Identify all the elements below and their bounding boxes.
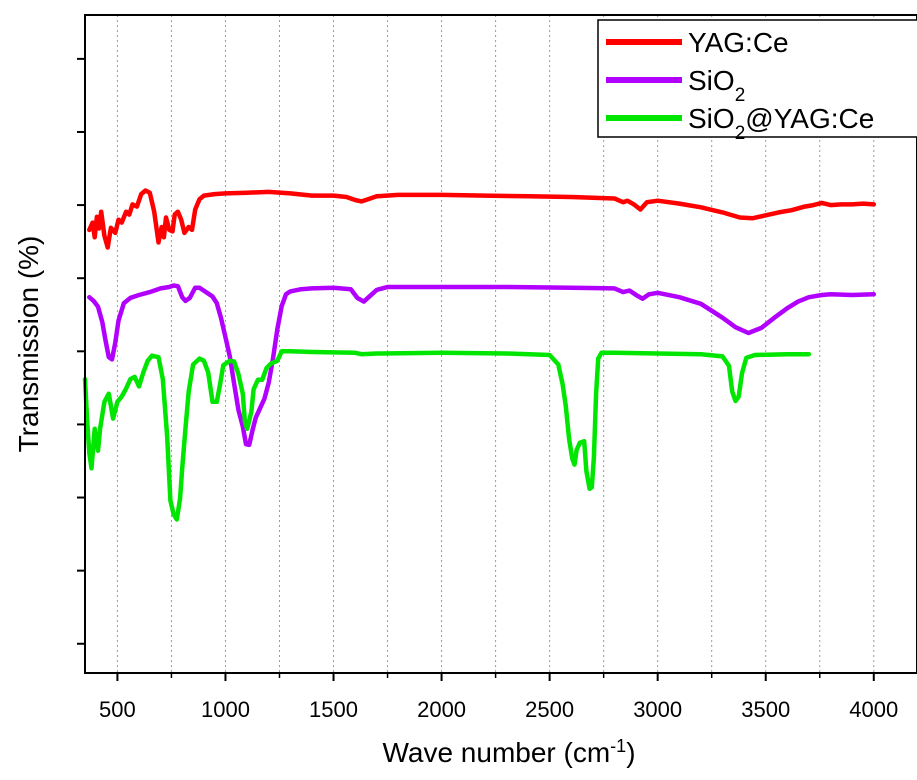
x-tick-label: 500	[99, 697, 136, 722]
series-line	[87, 188, 877, 250]
series-line	[82, 349, 812, 522]
x-tick-label: 4000	[849, 697, 898, 722]
x-tick-label: 1500	[309, 697, 358, 722]
legend-label: SiO2@YAG:Ce	[688, 103, 874, 144]
x-axis-title: Wave number (cm-1)	[382, 736, 635, 768]
legend-label: SiO2	[688, 65, 745, 106]
legend-label: YAG:Ce	[688, 27, 789, 58]
series-line	[87, 283, 877, 448]
x-axis-title-superscript: -1	[610, 736, 626, 756]
series-lines	[82, 188, 877, 522]
x-tick-label: 1000	[201, 697, 250, 722]
x-tick-label: 3000	[633, 697, 682, 722]
y-axis-ticks	[77, 57, 85, 645]
x-tick-label: 3500	[741, 697, 790, 722]
x-axis-ticks: 500 1000 1500 2000 2500 3000 3500 4000	[99, 673, 898, 722]
plot-frame	[84, 14, 917, 674]
y-axis-title: Transmission (%)	[13, 236, 44, 453]
x-tick-label: 2000	[417, 697, 466, 722]
x-tick-label: 2500	[525, 697, 574, 722]
